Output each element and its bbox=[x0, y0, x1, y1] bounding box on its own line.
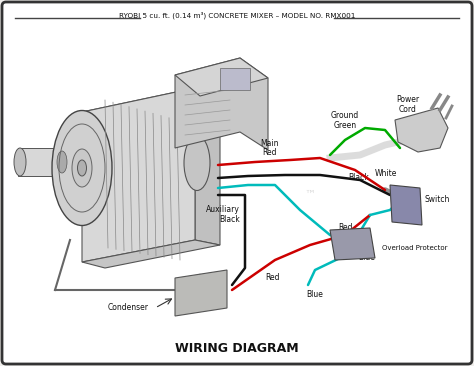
Text: WIRING DIAGRAM: WIRING DIAGRAM bbox=[175, 341, 299, 355]
Text: White: White bbox=[375, 168, 397, 178]
Polygon shape bbox=[390, 185, 422, 225]
Text: Red: Red bbox=[338, 223, 353, 232]
Polygon shape bbox=[175, 58, 268, 150]
Polygon shape bbox=[82, 88, 218, 128]
Polygon shape bbox=[395, 108, 448, 152]
Text: Green: Green bbox=[333, 121, 356, 130]
Ellipse shape bbox=[78, 160, 86, 176]
Text: Blue: Blue bbox=[358, 254, 375, 262]
Polygon shape bbox=[195, 88, 220, 245]
Text: Overload Protector: Overload Protector bbox=[382, 245, 447, 251]
Ellipse shape bbox=[14, 148, 26, 176]
Text: Cord: Cord bbox=[399, 105, 417, 115]
Text: Red: Red bbox=[265, 273, 280, 283]
Polygon shape bbox=[175, 58, 268, 96]
Text: Black: Black bbox=[219, 216, 240, 224]
Ellipse shape bbox=[184, 135, 210, 190]
Bar bbox=[18, 148, 80, 176]
Text: ™: ™ bbox=[304, 190, 316, 200]
Polygon shape bbox=[175, 270, 227, 316]
Polygon shape bbox=[330, 228, 375, 260]
Text: Black: Black bbox=[348, 173, 369, 183]
Ellipse shape bbox=[52, 111, 112, 225]
Ellipse shape bbox=[57, 151, 67, 173]
Bar bbox=[220, 68, 250, 90]
Text: Switch: Switch bbox=[425, 195, 450, 205]
Text: Main: Main bbox=[261, 139, 279, 148]
Text: Auxiliary: Auxiliary bbox=[206, 205, 240, 214]
Text: Ground: Ground bbox=[331, 111, 359, 120]
Polygon shape bbox=[82, 240, 220, 268]
Text: Red: Red bbox=[263, 148, 277, 157]
Text: Condenser: Condenser bbox=[108, 303, 149, 313]
Polygon shape bbox=[82, 88, 195, 262]
Text: Blue: Blue bbox=[307, 290, 323, 299]
Text: RYOBI 5 cu. ft. (0.14 m³) CONCRETE MIXER – MODEL NO. RMX001: RYOBI 5 cu. ft. (0.14 m³) CONCRETE MIXER… bbox=[119, 11, 355, 19]
Ellipse shape bbox=[72, 149, 92, 187]
Text: Power: Power bbox=[396, 96, 419, 105]
